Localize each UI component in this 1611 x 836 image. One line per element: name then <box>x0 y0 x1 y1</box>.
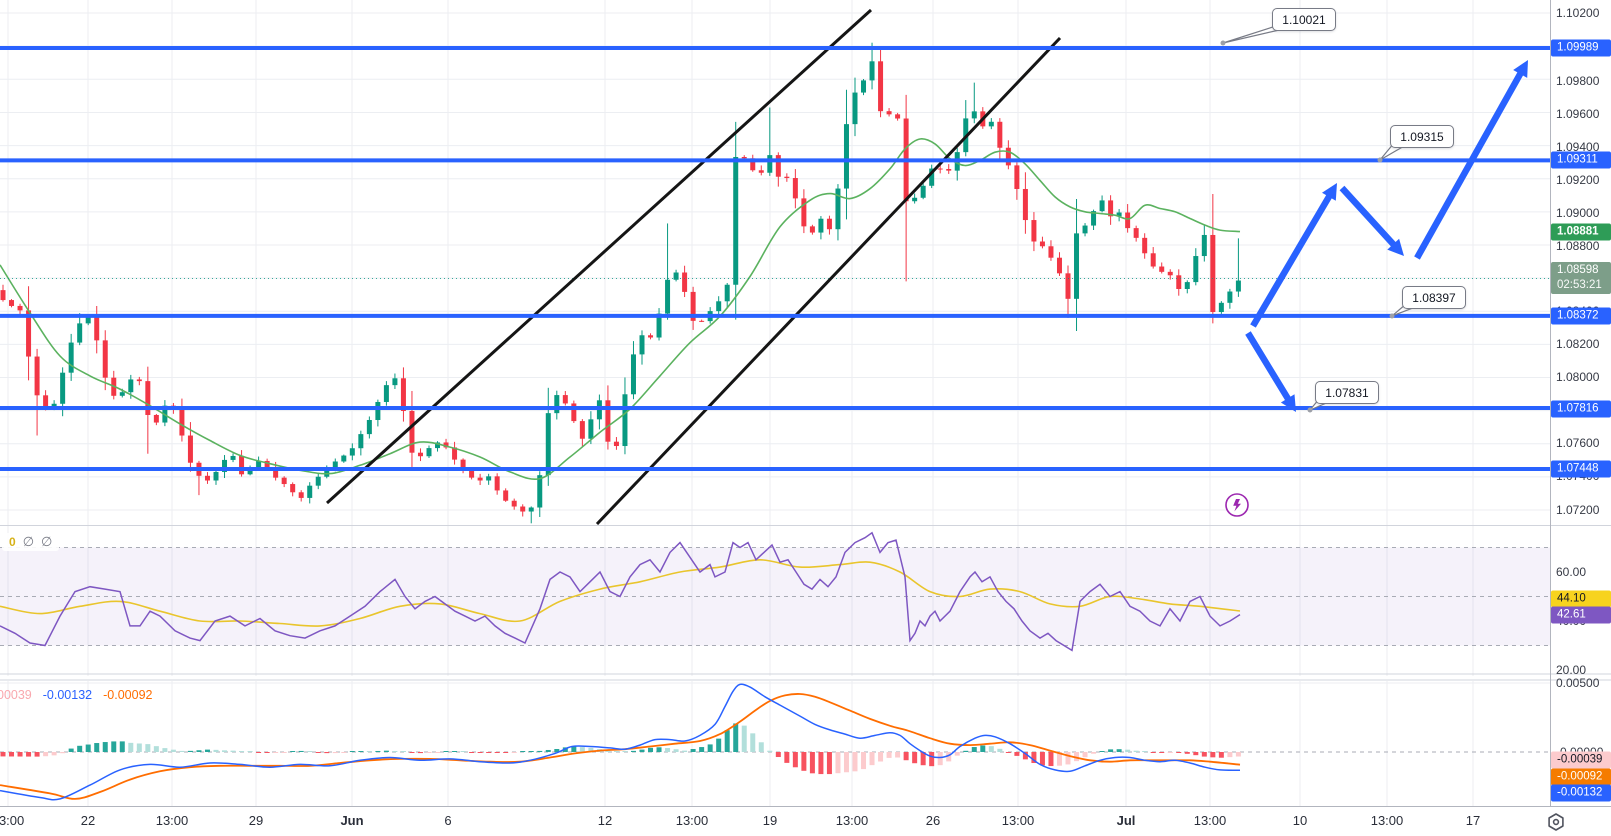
macd-axis-badge: -0.00132 <box>1551 784 1611 802</box>
price-callout-3[interactable]: 1.08397 <box>1402 286 1466 309</box>
price-tick-label: 1.08800 <box>1556 239 1600 253</box>
rsi-legend-value: 0 <box>9 535 16 549</box>
rsi-axis-badge: 42.61 <box>1551 606 1611 624</box>
ma-line[interactable] <box>0 138 1241 480</box>
callout-anchor-dot <box>1377 157 1383 163</box>
callout-anchor-dot <box>1389 313 1395 319</box>
macd-histogram <box>0 723 1241 775</box>
time-axis-label[interactable]: 17 <box>1465 813 1481 828</box>
macd-axis-badge: -0.00092 <box>1551 768 1611 786</box>
price-axis-badge-resistance-2[interactable]: 1.09311 <box>1551 151 1611 169</box>
candles <box>0 42 1241 524</box>
callout-anchor-dot <box>1220 40 1226 46</box>
rsi-legend[interactable]: 0 ∅ ∅ <box>2 533 60 551</box>
price-callout-1[interactable]: 1.10021 <box>1272 8 1336 31</box>
bar-countdown: 02:53:21 <box>1557 279 1602 291</box>
hide-indicator-icon[interactable]: ∅ <box>22 534 35 549</box>
price-tick-label: 1.09000 <box>1556 206 1600 220</box>
time-axis-label[interactable]: 13:00 <box>675 813 709 828</box>
time-axis-label[interactable]: 19 <box>762 813 778 828</box>
rsi-tick-label: 60.00 <box>1556 565 1587 579</box>
time-axis-label[interactable]: 29 <box>248 813 264 828</box>
price-tick-label: 1.09600 <box>1556 107 1600 121</box>
macd-line-value: -0.00132 <box>42 688 93 702</box>
drawn-arrow[interactable] <box>1245 331 1296 412</box>
rsi-ma-line[interactable] <box>0 558 1241 627</box>
time-axis-label[interactable]: 12 <box>597 813 613 828</box>
time-axis-label[interactable]: 22 <box>80 813 96 828</box>
time-axis-label[interactable]: 10 <box>1292 813 1308 828</box>
macd-axis-badge: -0.00039 <box>1551 751 1611 769</box>
price-callout-2[interactable]: 1.09315 <box>1390 125 1454 148</box>
rsi-tick-label: 20.00 <box>1556 663 1587 677</box>
price-tick-label: 1.10200 <box>1556 6 1600 20</box>
macd-legend[interactable]: 00039 -0.00132 -0.00092 <box>0 688 152 702</box>
price-axis-badge-resistance-1[interactable]: 1.09989 <box>1551 39 1611 57</box>
price-tick-label: 1.08000 <box>1556 370 1600 384</box>
price-tick-label: 1.09400 <box>1556 140 1600 154</box>
macd-main-line[interactable] <box>0 683 1241 801</box>
time-axis-label[interactable]: 6 <box>444 813 452 828</box>
macd-signal-line[interactable] <box>0 693 1241 800</box>
macd-tick-label: 0.00500 <box>1556 676 1600 690</box>
price-axis-badge-support-2[interactable]: 1.07816 <box>1551 400 1611 418</box>
indicator-settings-icon[interactable]: ∅ <box>41 534 53 549</box>
price-callout-4[interactable]: 1.07831 <box>1315 381 1379 404</box>
drawn-arrow[interactable] <box>1339 185 1404 256</box>
price-axis-badge-ma-value: 1.08881 <box>1551 223 1611 241</box>
drawn-arrow[interactable] <box>1414 60 1528 260</box>
gear-icon[interactable] <box>1548 813 1564 831</box>
time-axis-label[interactable]: 13:00 <box>1370 813 1404 828</box>
price-tick-label: 1.07600 <box>1556 436 1600 450</box>
drawn-arrow[interactable] <box>1250 183 1337 328</box>
rsi-pane[interactable] <box>0 531 1550 652</box>
price-axis-badge-support-3[interactable]: 1.07448 <box>1551 460 1611 478</box>
macd-signal-value: -0.00092 <box>103 688 153 702</box>
time-axis-label[interactable]: 13:00 <box>835 813 869 828</box>
time-axis-label[interactable]: 13:00 <box>155 813 189 828</box>
lightning-icon[interactable] <box>1225 493 1249 517</box>
time-axis-label[interactable]: 13:00 <box>1193 813 1227 828</box>
macd-pane[interactable] <box>0 683 1550 801</box>
price-tick-label: 1.09200 <box>1556 173 1600 187</box>
gridlines <box>0 0 1550 806</box>
time-axis-label[interactable]: 13:00 <box>1001 813 1035 828</box>
price-tick-label: 1.09800 <box>1556 74 1600 88</box>
last-price-badge: 1.08598 02:53:21 <box>1551 262 1611 294</box>
time-axis-label[interactable]: Jun <box>340 813 364 828</box>
trendline[interactable] <box>595 36 1062 525</box>
price-tick-label: 1.08200 <box>1556 337 1600 351</box>
price-tick-label: 1.07200 <box>1556 503 1600 517</box>
price-axis-badge-support-1[interactable]: 1.08372 <box>1551 307 1611 325</box>
main-pane[interactable] <box>0 8 1550 525</box>
rsi-axis-badge: 44.10 <box>1551 590 1611 608</box>
callout-anchor-dot <box>1307 407 1313 413</box>
macd-hist-value: 00039 <box>0 688 32 702</box>
rsi-line[interactable] <box>0 531 1241 652</box>
last-price-value: 1.08598 <box>1557 264 1599 276</box>
trendline[interactable] <box>325 8 873 505</box>
time-axis-label[interactable]: 26 <box>925 813 941 828</box>
time-axis-label[interactable]: Jul <box>1116 813 1136 828</box>
time-axis-label[interactable]: 13:00 <box>0 813 25 828</box>
